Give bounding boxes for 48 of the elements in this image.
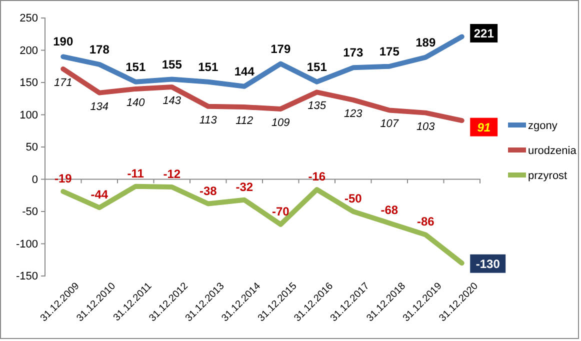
data-label: -12 xyxy=(163,166,181,181)
data-label: -86 xyxy=(416,214,435,229)
data-label: 113 xyxy=(199,114,218,126)
data-label: 135 xyxy=(308,100,327,112)
data-label: 123 xyxy=(344,108,364,120)
data-label: -130 xyxy=(476,257,500,272)
data-label: 189 xyxy=(416,35,436,50)
data-label: -11 xyxy=(127,166,144,180)
y-tick-label: -100 xyxy=(16,238,38,250)
data-label: 91 xyxy=(477,120,491,135)
data-label: 175 xyxy=(379,44,400,58)
data-label: 134 xyxy=(90,100,109,113)
data-label: 151 xyxy=(306,60,328,74)
y-tick-label: 150 xyxy=(20,77,38,90)
data-label: -16 xyxy=(308,170,326,184)
y-tick-label: 250 xyxy=(20,12,38,25)
legend-label: zgony xyxy=(528,120,558,132)
legend-label: urodzenia xyxy=(528,145,578,157)
y-tick-label: -150 xyxy=(16,270,38,283)
data-label: -68 xyxy=(380,203,398,218)
data-label: 221 xyxy=(474,26,494,41)
legend-label: przyrost xyxy=(528,170,568,182)
data-label: 173 xyxy=(343,46,364,60)
data-label: 103 xyxy=(416,120,436,133)
y-tick-label: 0 xyxy=(32,174,38,186)
data-label: 178 xyxy=(89,42,110,56)
data-label: 155 xyxy=(162,57,182,72)
data-label: -70 xyxy=(272,204,290,218)
data-label: -44 xyxy=(90,188,108,202)
data-label: 143 xyxy=(162,95,182,108)
data-label: -38 xyxy=(199,184,218,198)
data-label: 171 xyxy=(54,76,72,89)
data-label: 144 xyxy=(234,64,255,78)
data-label: 190 xyxy=(53,34,74,49)
data-label: -32 xyxy=(236,180,254,194)
data-label: -50 xyxy=(344,192,362,206)
y-tick-label: 50 xyxy=(26,142,38,154)
data-label: 109 xyxy=(271,116,290,129)
data-label: -19 xyxy=(54,172,72,186)
y-tick-label: -50 xyxy=(22,206,38,218)
data-label: 140 xyxy=(126,96,146,109)
data-label: 112 xyxy=(236,115,254,128)
data-label: 151 xyxy=(126,60,146,74)
data-label: 107 xyxy=(380,118,400,130)
y-tick-label: 100 xyxy=(20,109,38,122)
y-tick-label: 200 xyxy=(20,44,38,57)
data-label: 179 xyxy=(270,42,291,56)
data-label: 151 xyxy=(198,60,218,74)
